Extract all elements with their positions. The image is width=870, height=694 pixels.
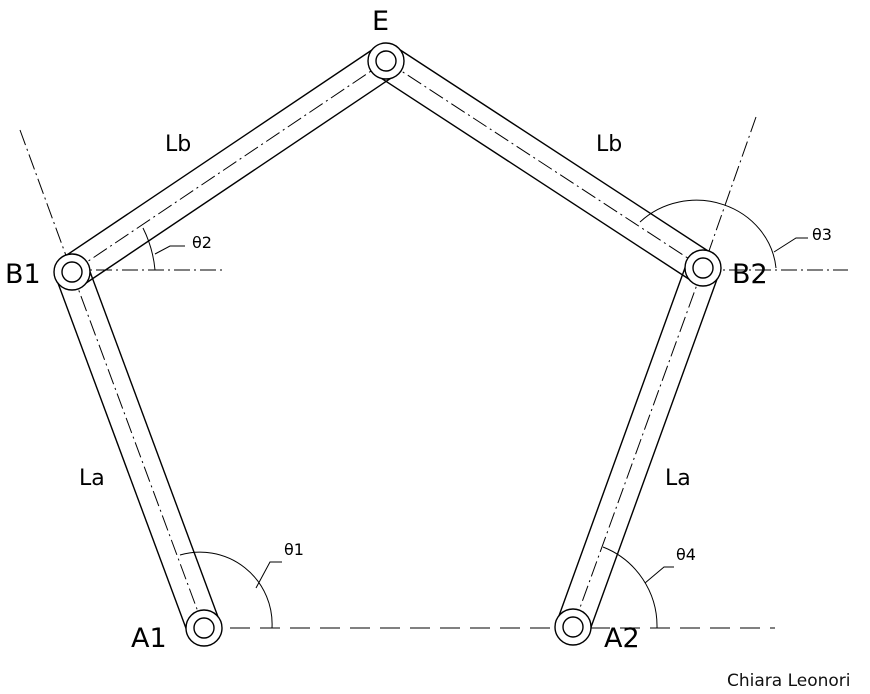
theta4-leader: [644, 566, 674, 584]
b1-extension-line: [19, 129, 73, 273]
theta1-arc: [179, 551, 273, 629]
joint-a1-pin: [193, 617, 215, 639]
label-theta4: θ4: [676, 545, 696, 564]
label-A1: A1: [131, 623, 167, 654]
theta2-leader: [154, 245, 185, 255]
joint-a2-outer: [554, 608, 592, 646]
link-lb-left-edge-2: [62, 46, 377, 259]
label-A2: A2: [604, 623, 640, 654]
theta1-leader: [255, 561, 282, 589]
joints-group: [53, 42, 722, 647]
joint-a2: [554, 608, 592, 646]
joint-b1-pin: [61, 261, 83, 283]
joint-b1: [53, 253, 91, 291]
label-lb-left: Lb: [165, 132, 191, 157]
b2-extension-line: [702, 116, 757, 269]
label-theta2: θ2: [192, 233, 212, 252]
joint-b2: [684, 249, 722, 287]
link-la-left-edge-1: [87, 265, 221, 623]
label-la-left: La: [79, 466, 105, 491]
theta2-arc: [142, 227, 156, 271]
joint-b2-pin: [692, 257, 714, 279]
link-lb-left-centerline: [71, 60, 387, 273]
joint-b2-outer: [684, 249, 722, 287]
label-theta3: θ3: [812, 225, 832, 244]
link-la-right-edge-2: [588, 273, 720, 634]
link-lb-right: [376, 46, 713, 283]
joint-e-pin: [375, 50, 397, 72]
joint-b1-outer: [53, 253, 91, 291]
link-la-right-centerline: [572, 267, 704, 628]
theta3-arc: [639, 199, 777, 269]
joint-a2-pin: [562, 616, 584, 638]
link-lb-right-edge-1: [376, 74, 695, 283]
link-lb-right-centerline: [385, 60, 704, 269]
label-B2: B2: [732, 259, 768, 290]
label-theta1: θ1: [284, 540, 304, 559]
theta4-arc: [602, 546, 658, 629]
link-la-left: [55, 265, 221, 635]
link-la-right: [556, 261, 720, 634]
theta3-leader: [773, 237, 808, 253]
link-la-right-edge-1: [556, 261, 688, 622]
label-E: E: [372, 6, 389, 37]
link-la-left-edge-2: [55, 277, 189, 635]
link-la-left-centerline: [71, 271, 205, 629]
joint-a1-outer: [185, 609, 223, 647]
label-la-right: La: [665, 466, 691, 491]
link-lb-right-edge-2: [394, 46, 713, 255]
links-group: [19, 46, 757, 635]
label-lb-right: Lb: [596, 132, 622, 157]
author-credit: Chiara Leonori: [727, 671, 851, 691]
joint-a1: [185, 609, 223, 647]
link-lb-left-edge-1: [81, 74, 396, 287]
joint-e: [367, 42, 405, 80]
joint-e-outer: [367, 42, 405, 80]
label-B1: B1: [5, 259, 41, 290]
link-lb-left: [62, 46, 396, 287]
